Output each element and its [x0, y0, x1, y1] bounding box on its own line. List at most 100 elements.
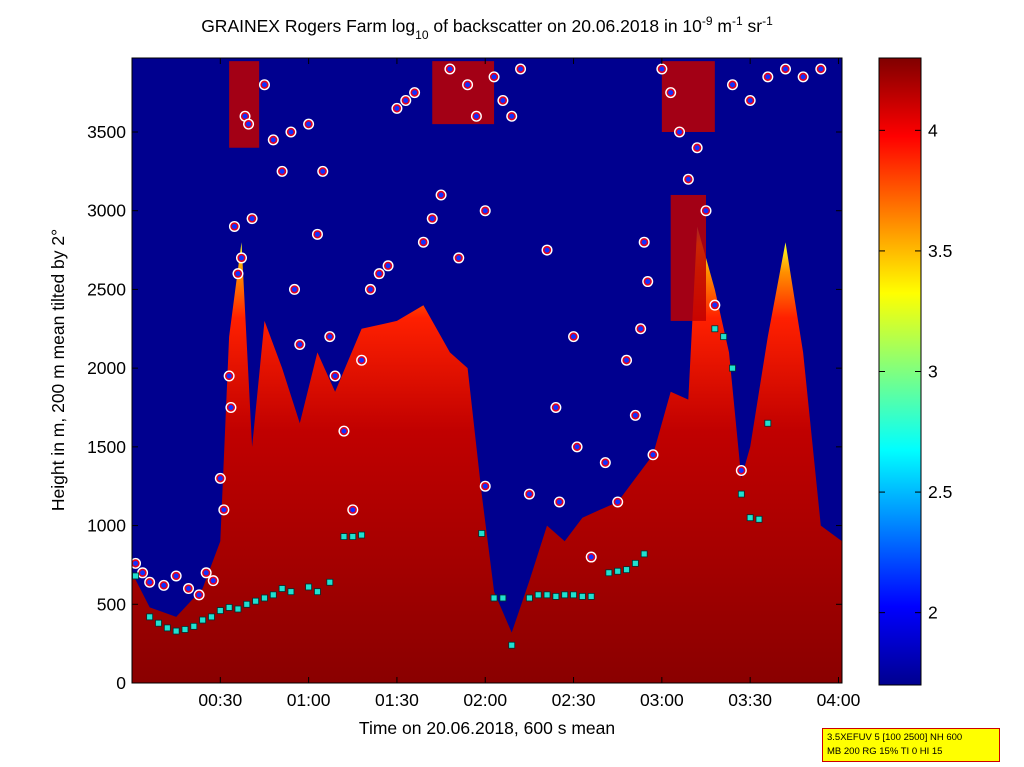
- cloud-detection-point: [737, 466, 746, 475]
- cloud-detection-point: [657, 64, 666, 74]
- cloud-detection-point: [542, 245, 552, 255]
- plume-streak: [670, 194, 707, 321]
- x-tick-label: 03:00: [640, 690, 684, 710]
- cloud-detection-point: [799, 72, 808, 81]
- cloud-detection-point: [613, 497, 622, 507]
- cloud-detection-point: [648, 450, 658, 459]
- cloud-detection-point: [184, 584, 193, 593]
- x-tick-label: 03:30: [728, 690, 772, 710]
- colorbar-ticks: 2 2.5 3 3.5 4: [879, 120, 952, 623]
- colorbar-tick-label: 3.5: [928, 241, 952, 261]
- cloud-detection-point: [498, 96, 507, 105]
- cloud-detection-point: [684, 175, 693, 184]
- cloud-detection-point: [569, 332, 578, 341]
- cloud-detection-point: [348, 505, 357, 514]
- cloud-detection-point: [436, 190, 446, 200]
- boundary-layer-point: [340, 533, 348, 540]
- x-tick-label: 01:30: [375, 690, 419, 710]
- cloud-detection-point: [202, 568, 211, 577]
- boundary-layer-point: [314, 588, 321, 596]
- cloud-detection-point: [159, 581, 168, 590]
- colorbar-tick-label: 2: [928, 603, 938, 623]
- boundary-layer-point: [234, 605, 242, 613]
- cloud-detection-point: [237, 253, 246, 263]
- cloud-detection-point: [410, 88, 419, 97]
- y-axis-label: Height in m, 200 m mean tilted by 2°: [48, 229, 68, 511]
- y-tick-label: 500: [97, 594, 126, 614]
- boundary-layer-point: [155, 619, 162, 627]
- cloud-detection-point: [710, 301, 719, 310]
- y-tick-label: 1500: [87, 437, 126, 457]
- y-tick-label: 2500: [87, 279, 126, 299]
- cloud-detection-point: [489, 72, 499, 81]
- boundary-layer-point: [755, 515, 763, 523]
- plume-streak: [229, 61, 260, 148]
- cloud-detection-point: [225, 371, 234, 381]
- boundary-layer-point: [534, 591, 542, 599]
- cloud-detection-point: [445, 64, 455, 74]
- boundary-layer-point: [278, 585, 286, 592]
- boundary-layer-point: [163, 624, 171, 632]
- boundary-layer-point: [199, 616, 207, 624]
- y-tick-label: 3500: [87, 122, 126, 142]
- x-tick-label: 02:00: [463, 690, 507, 710]
- boundary-layer-point: [631, 559, 639, 567]
- boundary-layer-point: [578, 593, 586, 600]
- colorbar-gradient: [878, 57, 922, 686]
- processing-info-box: 3.5XEFUV 5 [100 2500] NH 600 MB 200 RG 1…: [822, 728, 1000, 762]
- boundary-layer-point: [216, 607, 224, 614]
- boundary-layer-point: [711, 325, 719, 333]
- cloud-detection-point: [313, 230, 322, 239]
- boundary-layer-point: [190, 622, 198, 630]
- cloud-detection-point: [419, 238, 428, 247]
- cloud-detection-point: [746, 96, 755, 105]
- cloud-detection-point: [516, 64, 525, 74]
- cloud-detection-point: [295, 340, 304, 349]
- cloud-detection-point: [226, 403, 236, 412]
- boundary-layer-point: [243, 600, 251, 608]
- cloud-detection-point: [247, 214, 257, 223]
- boundary-layer-point: [729, 364, 736, 372]
- x-tick-label: 00:30: [198, 690, 242, 710]
- cloud-detection-point: [230, 222, 239, 231]
- cloud-detection-point: [195, 590, 204, 599]
- y-tick-label: 3000: [87, 201, 126, 221]
- cloud-detection-point: [325, 332, 334, 341]
- x-axis: 00:30 01:00 01:30 02:00 02:30 03:00 03:30 04:00: [198, 58, 861, 710]
- cloud-detection-point: [244, 120, 253, 129]
- cloud-detection-point: [219, 505, 228, 514]
- cloud-detection-point: [138, 568, 147, 577]
- boundary-layer-point: [764, 419, 772, 427]
- cloud-detection-point: [375, 269, 384, 278]
- boundary-layer-point: [261, 594, 268, 602]
- cloud-detection-point: [240, 112, 250, 121]
- cloud-detection-point: [304, 120, 313, 129]
- cloud-detection-point: [472, 112, 481, 121]
- cloud-detection-point: [481, 482, 490, 491]
- cloud-detection-point: [781, 64, 790, 74]
- x-tick-label: 04:00: [817, 690, 861, 710]
- colorbar-tick-label: 4: [928, 120, 938, 140]
- cloud-detection-point: [278, 167, 287, 176]
- cloud-detection-point: [525, 489, 534, 499]
- cloud-detection-point: [401, 96, 410, 105]
- boundary-layer-point: [640, 550, 648, 558]
- cloud-detection-point: [233, 269, 243, 278]
- boundary-layer-point: [269, 591, 277, 599]
- boundary-layer-point: [525, 594, 533, 602]
- boundary-layer-point: [132, 572, 139, 580]
- cloud-detection-point: [392, 104, 402, 113]
- info-line-1: 3.5XEFUV 5 [100 2500] NH 600: [827, 732, 963, 743]
- cloud-detection-point: [331, 371, 340, 381]
- boundary-layer-point: [181, 626, 189, 633]
- cloud-detection-point: [666, 88, 675, 97]
- cloud-detection-point: [290, 285, 299, 294]
- boundary-layer-point: [720, 333, 728, 341]
- chart-title: GRAINEX Rogers Farm log10 of backscatter…: [201, 14, 773, 42]
- colorbar: 2 2.5 3 3.5 4: [878, 57, 952, 686]
- x-axis-label: Time on 20.06.2018, 600 s mean: [359, 718, 615, 738]
- cloud-detection-point: [701, 206, 711, 215]
- cloud-detection-point: [555, 497, 564, 507]
- cloud-detection-point: [132, 559, 140, 568]
- y-tick-label: 1000: [87, 516, 126, 536]
